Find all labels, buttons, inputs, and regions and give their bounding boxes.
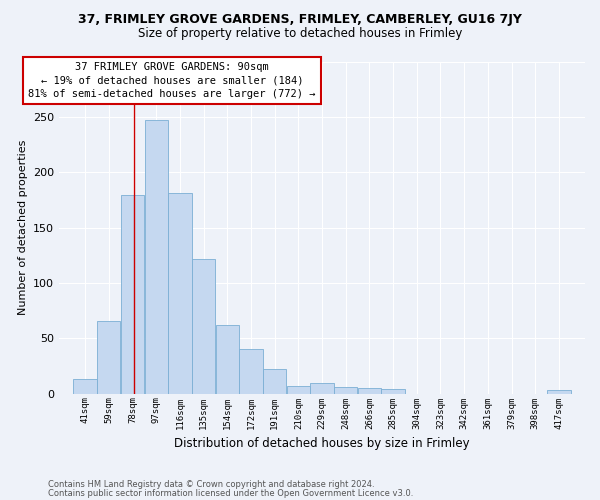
Bar xyxy=(145,120,168,394)
Bar xyxy=(358,388,381,394)
Text: 37, FRIMLEY GROVE GARDENS, FRIMLEY, CAMBERLEY, GU16 7JY: 37, FRIMLEY GROVE GARDENS, FRIMLEY, CAMB… xyxy=(78,12,522,26)
Text: Contains public sector information licensed under the Open Government Licence v3: Contains public sector information licen… xyxy=(48,489,413,498)
Bar xyxy=(192,258,215,394)
Bar xyxy=(310,382,334,394)
Bar xyxy=(382,389,405,394)
Text: Contains HM Land Registry data © Crown copyright and database right 2024.: Contains HM Land Registry data © Crown c… xyxy=(48,480,374,489)
Bar xyxy=(263,370,286,394)
Text: 37 FRIMLEY GROVE GARDENS: 90sqm
← 19% of detached houses are smaller (184)
81% o: 37 FRIMLEY GROVE GARDENS: 90sqm ← 19% of… xyxy=(28,62,316,98)
Y-axis label: Number of detached properties: Number of detached properties xyxy=(17,140,28,316)
Bar xyxy=(239,350,263,394)
Bar xyxy=(215,325,239,394)
Text: Size of property relative to detached houses in Frimley: Size of property relative to detached ho… xyxy=(138,28,462,40)
Bar xyxy=(168,193,191,394)
Bar xyxy=(97,320,121,394)
Bar xyxy=(547,390,571,394)
Bar xyxy=(334,387,358,394)
X-axis label: Distribution of detached houses by size in Frimley: Distribution of detached houses by size … xyxy=(174,437,470,450)
Bar xyxy=(287,386,310,394)
Bar xyxy=(73,379,97,394)
Bar xyxy=(121,196,144,394)
